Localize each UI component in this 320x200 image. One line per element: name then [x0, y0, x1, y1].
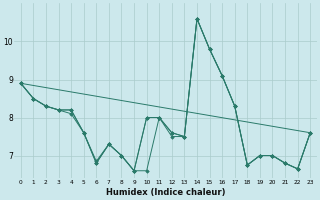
- X-axis label: Humidex (Indice chaleur): Humidex (Indice chaleur): [106, 188, 225, 197]
